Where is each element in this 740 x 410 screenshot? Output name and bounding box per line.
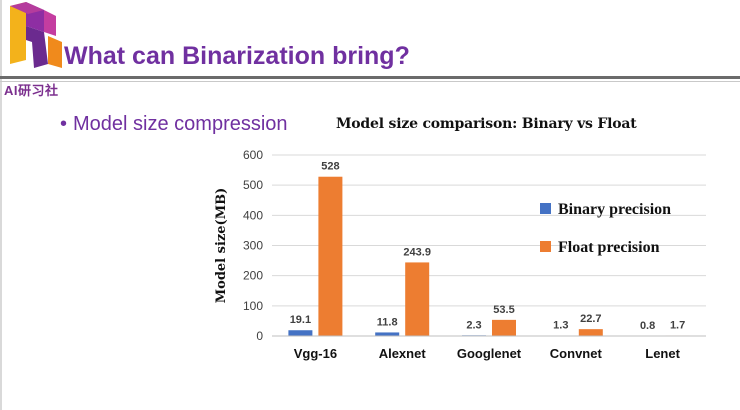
x-tick-label: Vgg-16 xyxy=(294,346,337,361)
bullet-text: Model size compression xyxy=(73,113,288,135)
data-label: 22.7 xyxy=(580,313,601,325)
data-label: 19.1 xyxy=(290,314,311,326)
y-tick-label: 300 xyxy=(243,239,263,253)
legend-label: Binary precision xyxy=(558,201,671,218)
data-label: 0.8 xyxy=(640,320,655,332)
bar-float xyxy=(492,319,516,336)
bullet-dot-icon: • xyxy=(60,113,68,135)
slide-title: What can Binarization bring? xyxy=(64,42,410,70)
y-tick-label: 0 xyxy=(256,329,263,343)
bar-binary xyxy=(375,332,400,336)
bar-float xyxy=(578,329,603,336)
data-label: 1.7 xyxy=(670,319,685,331)
chart-title: Model size comparison: Binary vs Float xyxy=(336,116,637,132)
legend-swatch xyxy=(540,203,551,214)
legend-swatch xyxy=(540,241,551,252)
x-tick-label: Googlenet xyxy=(457,346,522,361)
x-tick-label: Lenet xyxy=(645,346,680,361)
title-divider-thin xyxy=(0,81,740,82)
logo-text: AI研习社 xyxy=(4,83,59,98)
x-tick-label: Alexnet xyxy=(379,346,427,361)
bar-float xyxy=(405,262,430,336)
y-tick-label: 400 xyxy=(243,208,263,222)
data-label: 53.5 xyxy=(493,304,514,316)
bullet-item: • Model size compression xyxy=(60,113,288,136)
title-divider xyxy=(0,76,740,79)
data-label: 243.9 xyxy=(403,246,431,258)
y-tick-label: 100 xyxy=(243,299,263,313)
data-label: 11.8 xyxy=(377,316,398,328)
bar-float xyxy=(318,176,343,336)
y-tick-label: 500 xyxy=(243,178,263,192)
legend-label: Float precision xyxy=(558,239,660,256)
data-label: 528 xyxy=(321,161,339,173)
x-tick-label: Convnet xyxy=(550,346,603,361)
logo-icon xyxy=(10,2,62,68)
y-tick-label: 200 xyxy=(243,269,263,283)
y-tick-label: 600 xyxy=(243,148,263,162)
y-axis-label: Model size(MB) xyxy=(214,188,229,303)
data-label: 1.3 xyxy=(553,320,568,332)
bar-binary xyxy=(288,330,313,336)
slide-left-border xyxy=(0,0,2,410)
data-label: 2.3 xyxy=(466,319,481,331)
